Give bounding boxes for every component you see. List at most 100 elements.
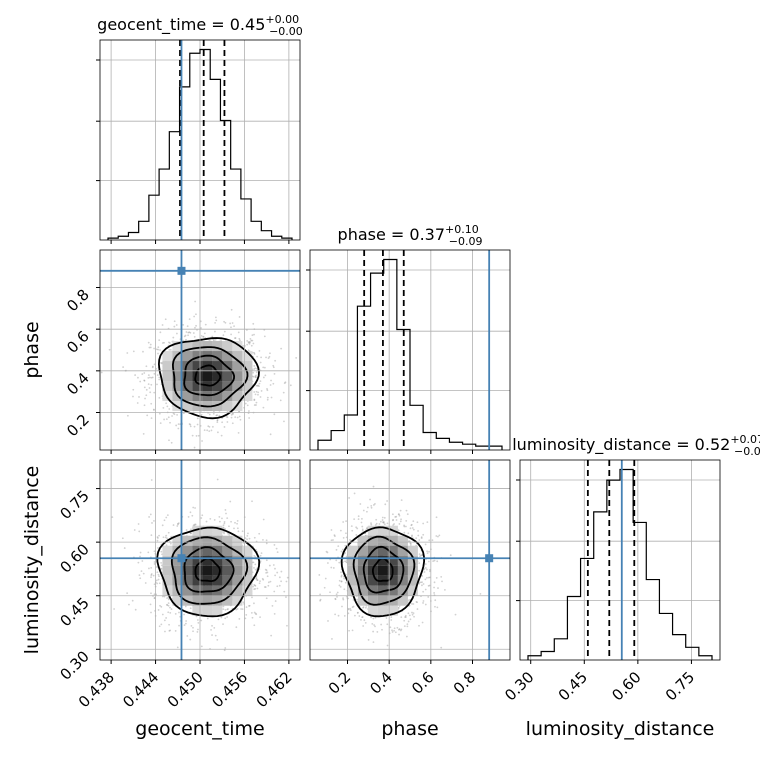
scatter-point (421, 575, 424, 577)
density-cell (367, 595, 378, 606)
scatter-point (148, 376, 151, 379)
scatter-point (266, 388, 268, 390)
scatter-point (139, 551, 142, 554)
scatter-point (248, 410, 250, 412)
scatter-point (237, 331, 240, 334)
scatter-point (138, 530, 141, 533)
x-axis-label: phase (381, 718, 438, 740)
density-cell (212, 361, 223, 372)
scatter-point (336, 591, 339, 594)
scatter-point (404, 616, 406, 618)
injection-marker (177, 266, 186, 275)
scatter-point (188, 331, 191, 334)
scatter-point (149, 346, 152, 349)
scatter-point (139, 555, 141, 558)
scatter-point (231, 422, 234, 425)
scatter-point (253, 588, 256, 591)
x-tick-label: 0.75 (662, 668, 698, 704)
contour-line (156, 526, 261, 618)
scatter-point (245, 606, 248, 609)
density-cell (222, 575, 233, 586)
scatter-point (342, 598, 345, 601)
scatter-point (238, 337, 241, 340)
scatter-point (192, 626, 194, 629)
scatter-point (229, 500, 232, 503)
scatter-point (370, 616, 372, 619)
scatter-point (250, 344, 253, 347)
scatter-point (408, 540, 411, 543)
scatter-point (167, 531, 170, 534)
scatter-point (210, 429, 213, 432)
scatter-point (113, 608, 116, 610)
density-cell (212, 391, 223, 402)
scatter-point (252, 322, 255, 325)
scatter-point (272, 366, 275, 369)
scatter-point (158, 412, 161, 415)
scatter-point (325, 550, 328, 553)
scatter-point (407, 532, 410, 535)
scatter-point (175, 424, 178, 427)
scatter-point (323, 586, 326, 589)
panel-background (520, 460, 720, 660)
scatter-point (432, 560, 435, 563)
scatter-point (185, 331, 188, 333)
density-cell (162, 575, 173, 586)
scatter-point (254, 376, 257, 379)
density-cell (212, 575, 223, 586)
scatter-point (208, 425, 211, 428)
density-cell (232, 575, 243, 586)
scatter-point (165, 402, 168, 405)
scatter-point (411, 527, 414, 529)
scatter-point (196, 417, 199, 420)
scatter-point (381, 628, 383, 631)
scatter-point (341, 548, 344, 551)
panel-title: geocent_time = 0.45+0.00 −0.00 (97, 13, 303, 38)
histogram-bars (527, 468, 713, 660)
scatter-point (223, 649, 226, 652)
density-cell (377, 545, 388, 556)
density-cell (202, 565, 213, 576)
density-cell (397, 575, 408, 586)
scatter-point (217, 431, 219, 434)
scatter-point (362, 606, 365, 609)
scatter-point (230, 308, 233, 311)
scatter-point (437, 587, 439, 589)
scatter-point (223, 426, 226, 428)
scatter-point (413, 615, 415, 618)
scatter-point (143, 372, 146, 374)
x-tick-label: 0.462 (253, 668, 296, 711)
scatter-point (137, 561, 140, 564)
x-tick-label: 0.6 (408, 668, 438, 698)
scatter-point (259, 361, 262, 364)
scatter-point (253, 365, 256, 367)
scatter-point (426, 552, 429, 555)
density-cell (172, 545, 183, 556)
scatter-point (398, 633, 400, 636)
scatter-point (272, 564, 275, 566)
scatter-point (192, 332, 195, 334)
scatter-point (157, 352, 159, 355)
scatter-point (210, 628, 212, 631)
scatter-point (213, 519, 216, 521)
scatter-point (266, 389, 269, 392)
scatter-point (242, 344, 245, 347)
scatter-point (344, 581, 347, 584)
density-cell (387, 545, 398, 556)
scatter-point (348, 497, 351, 499)
scatter-point (479, 593, 482, 595)
scatter-point (434, 599, 437, 602)
scatter-point (295, 357, 298, 359)
scatter-point (151, 522, 153, 524)
scatter-point (194, 507, 196, 509)
density-cell (212, 595, 223, 606)
scatter-point (407, 612, 410, 615)
scatter-point (160, 623, 163, 626)
scatter-point (133, 529, 136, 531)
density-cell (232, 595, 243, 606)
scatter-point (165, 544, 168, 546)
scatter-point (361, 525, 364, 528)
density-cell (202, 555, 213, 566)
scatter-point (192, 506, 195, 509)
scatter-point (285, 596, 287, 598)
scatter-point (274, 567, 276, 570)
